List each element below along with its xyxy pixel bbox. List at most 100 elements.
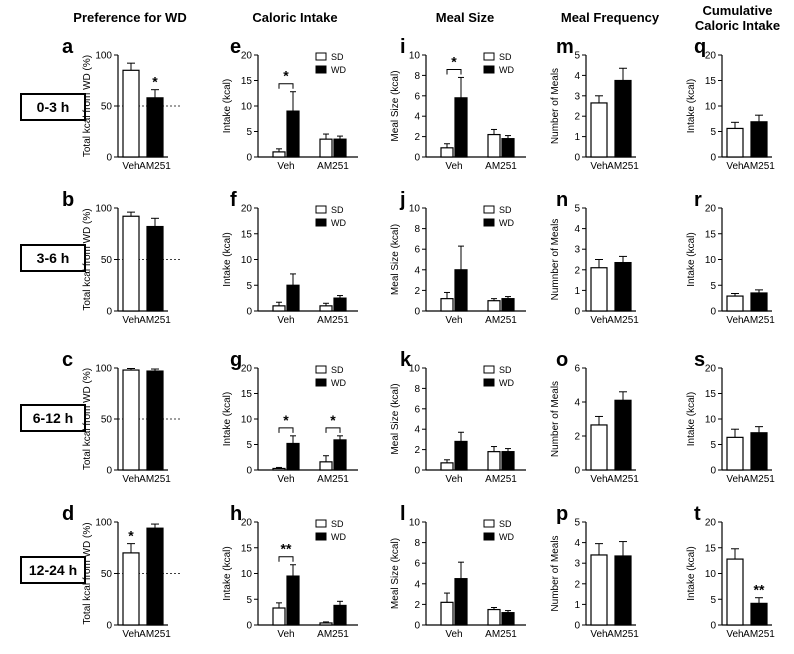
y-tick-label: 5 [574, 51, 580, 62]
legend-label: SD [331, 365, 344, 375]
y-tick-label: 20 [705, 364, 717, 375]
x-tick-label: Veh [277, 161, 294, 172]
x-tick-label: Veh [277, 474, 294, 485]
y-tick-label: 5 [710, 440, 716, 451]
y-tick-label: 10 [409, 51, 421, 62]
legend-label: WD [331, 65, 346, 75]
panel-h: h 0 5 10 15 20 Intake (kcal) Veh AM251 SD WD ** [222, 503, 358, 640]
significance-bracket [325, 427, 341, 433]
y-axis-label: Intake (kcal) [222, 79, 233, 133]
y-tick-label: 10 [409, 204, 421, 215]
panel-letter: p [556, 503, 568, 525]
significance-star: ** [281, 541, 292, 557]
y-tick-label: 2 [574, 265, 580, 276]
panel-letter: c [62, 349, 73, 371]
significance-bracket [278, 556, 294, 562]
panel-letter: k [400, 349, 412, 371]
significance-bracket [278, 83, 294, 89]
y-tick-label: 5 [246, 440, 252, 451]
legend-label: WD [331, 378, 346, 388]
x-tick-label: AM251 [317, 161, 349, 172]
y-axis-label: Numnber of Meals [550, 219, 561, 301]
bar-wd-veh [454, 578, 468, 626]
y-tick-label: 0 [574, 153, 580, 164]
y-axis-label: Number of Meals [550, 535, 561, 611]
bar-am251 [146, 527, 164, 626]
y-tick-label: 20 [705, 51, 717, 62]
legend-swatch-wd [483, 218, 495, 227]
x-tick-label: AM251 [607, 161, 639, 172]
bar-wd-am251 [501, 138, 515, 158]
y-tick-label: 50 [101, 415, 113, 426]
panel-letter: f [230, 189, 237, 211]
bar-sd-am251 [487, 608, 501, 626]
y-tick-label: 15 [241, 389, 253, 400]
legend-label: SD [499, 52, 512, 62]
y-tick-label: 10 [241, 255, 253, 266]
x-tick-label: AM251 [743, 629, 775, 640]
y-tick-label: 100 [95, 518, 112, 529]
panel-letter: b [62, 189, 74, 211]
legend-swatch-sd [315, 52, 327, 61]
x-tick-label: AM251 [607, 474, 639, 485]
y-tick-label: 4 [574, 398, 580, 409]
y-tick-label: 0 [710, 621, 716, 632]
bar-am251 [614, 79, 632, 158]
legend-swatch-sd [315, 205, 327, 214]
y-tick-label: 3 [574, 245, 580, 256]
y-tick-label: 100 [95, 204, 112, 215]
legend-label: SD [331, 52, 344, 62]
y-tick-label: 10 [409, 364, 421, 375]
y-tick-label: 5 [710, 281, 716, 292]
y-tick-label: 6 [414, 559, 420, 570]
y-tick-label: 10 [409, 518, 421, 529]
y-tick-label: 2 [574, 432, 580, 443]
y-axis-label: Meal Size (kcal) [390, 224, 401, 295]
bar-sd-veh [440, 462, 454, 471]
legend-swatch-wd [315, 218, 327, 227]
panel-letter: g [230, 349, 242, 371]
y-tick-label: 100 [95, 51, 112, 62]
column-header-preference: Preference for WD [73, 10, 187, 25]
y-tick-label: 4 [414, 112, 420, 123]
y-tick-label: 10 [705, 255, 717, 266]
x-tick-label: Veh [590, 161, 607, 172]
y-tick-label: 20 [241, 518, 253, 529]
bar-wd-veh [286, 442, 300, 471]
x-tick-label: Veh [590, 474, 607, 485]
x-tick-label: AM251 [485, 629, 517, 640]
panel-t: t 0 5 10 15 20 Intake (kcal) Veh AM251 ** [686, 503, 775, 640]
legend-swatch-wd [483, 378, 495, 387]
panel-letter: d [62, 503, 74, 525]
panel-p: p 0 1 2 3 4 5 Number of Meals Veh AM251 [550, 503, 639, 640]
x-tick-label: Veh [445, 474, 462, 485]
panel-g: g 0 5 10 15 20 Intake (kcal) Veh AM251 SD WD * * [222, 349, 358, 485]
y-tick-label: 0 [414, 307, 420, 318]
bar-veh [122, 552, 140, 626]
y-tick-label: 20 [241, 204, 253, 215]
x-tick-label: Veh [726, 315, 743, 326]
y-tick-label: 15 [241, 543, 253, 554]
y-tick-label: 50 [101, 102, 113, 113]
panel-letter: i [400, 36, 406, 58]
x-tick-label: Veh [590, 315, 607, 326]
bar-wd-am251 [501, 451, 515, 471]
bar-sd-veh [440, 147, 454, 158]
legend-label: WD [499, 218, 514, 228]
y-axis-label: Meal Size (kcal) [390, 70, 401, 141]
panel-letter: t [694, 503, 701, 525]
y-tick-label: 15 [705, 76, 717, 87]
bar-veh [590, 102, 608, 158]
y-tick-label: 0 [246, 307, 252, 318]
y-axis-label: Intake (kcal) [222, 392, 233, 446]
panel-j: j 0 2 4 6 8 10 Meal Size (kcal) Veh AM251 SD WD [390, 189, 526, 326]
y-axis-label: Total kcal from WD (%) [82, 208, 93, 310]
bar-wd-veh [454, 440, 468, 471]
y-axis-label: Intake (kcal) [222, 232, 233, 286]
y-tick-label: 0 [106, 621, 112, 632]
column-header-meal-frequency: Meal Frequency [560, 10, 660, 25]
panel-letter: e [230, 36, 241, 58]
bar-am251 [614, 261, 632, 312]
panel-letter: n [556, 189, 568, 211]
y-tick-label: 50 [101, 255, 113, 266]
